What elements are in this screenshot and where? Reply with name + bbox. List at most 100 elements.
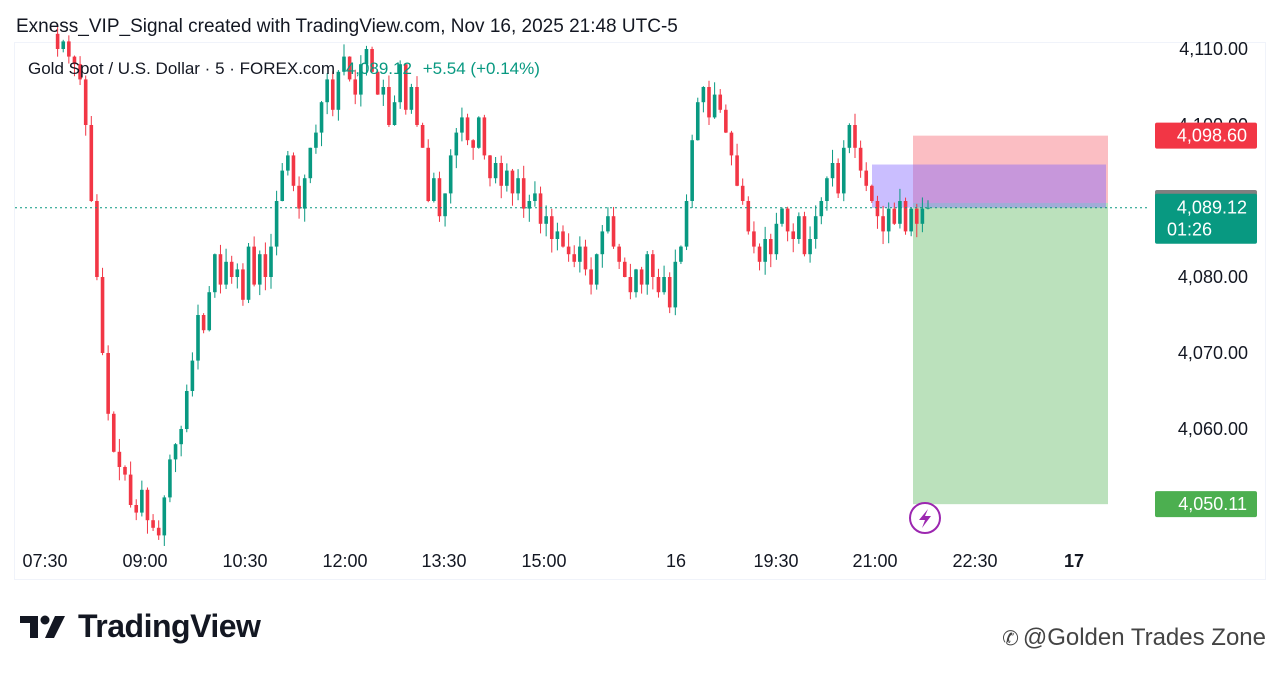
candle-body (437, 178, 442, 217)
candle-body (117, 451, 122, 467)
countdown-label: 01:26 (1167, 220, 1212, 240)
candle-body (628, 277, 633, 293)
candle-body (718, 94, 723, 110)
candle-body (549, 216, 554, 239)
candle-body (241, 269, 245, 300)
candle-body (808, 239, 812, 255)
candle-body (235, 269, 240, 277)
candle-body (134, 505, 139, 513)
candle-body (375, 71, 380, 95)
x-axis: 07:30 09:00 10:30 12:00 13:30 15:00 16 19:30 21:… (22, 551, 1084, 571)
candle-body (319, 102, 324, 133)
candle-body (533, 193, 537, 201)
candle-body (701, 87, 706, 103)
candle-body (780, 208, 784, 224)
price-tag-label: 4,050.11 (1178, 494, 1247, 514)
candle-body (460, 117, 464, 133)
x-tick-label: 16 (666, 551, 686, 571)
candle-body (207, 292, 212, 331)
candle-body (707, 87, 711, 118)
candle-body (286, 155, 290, 171)
candle-body (600, 231, 605, 255)
y-tick-label: 4,080.00 (1178, 267, 1248, 287)
x-tick-label: 22:30 (952, 551, 997, 571)
candle-body (156, 527, 161, 536)
candle-body (95, 201, 99, 277)
y-tick-label: 4,110.00 (1179, 39, 1248, 59)
candle-body (168, 459, 172, 498)
candle-body (123, 467, 127, 475)
candle-body (729, 132, 734, 156)
candle-body (471, 140, 475, 148)
candle-body (229, 261, 234, 277)
candle-body (128, 474, 133, 505)
candle-body (875, 201, 880, 217)
candle-body (746, 201, 751, 232)
candle-body (353, 79, 358, 95)
price-tag (1155, 491, 1257, 518)
candle-body (853, 125, 857, 148)
candle-body (695, 102, 700, 141)
candle-body (190, 360, 195, 391)
candle-body (611, 216, 616, 247)
candle-body (864, 170, 869, 186)
candle-body (858, 147, 863, 171)
candle-body (679, 246, 683, 262)
x-tick-label: 15:00 (521, 551, 566, 571)
candle-body (78, 64, 82, 80)
candle-body (274, 201, 279, 247)
candle-body (263, 254, 268, 277)
candle-body (196, 315, 200, 361)
candle-body (454, 132, 459, 156)
candle-body (184, 391, 189, 429)
candle-body (757, 246, 762, 262)
symbol-legend[interactable]: Gold Spot / U.S. Dollar · 5 · FOREX.com … (28, 59, 540, 79)
candle-body (246, 246, 251, 300)
candle-body (639, 269, 644, 285)
candle-body (314, 132, 318, 148)
candle-body (482, 117, 487, 156)
candle-body (903, 201, 908, 232)
position-stop-zone (913, 135, 1108, 203)
candle-body (830, 163, 835, 179)
candle-body (712, 94, 717, 118)
candle-body (870, 185, 874, 201)
candle-body (892, 208, 897, 224)
candle-body (527, 201, 532, 209)
candle-body (443, 193, 447, 217)
legend-price: 4,089.12 (345, 59, 412, 78)
chart-header-title: Exness_VIP_Signal created with TradingVi… (16, 16, 678, 37)
candles (55, 27, 930, 546)
candle-body (308, 147, 313, 179)
position-progress-zone (872, 164, 1106, 208)
position-target-zone (913, 202, 1108, 505)
candle-body (819, 201, 824, 217)
candle-body (645, 254, 650, 285)
candle-body (768, 239, 773, 255)
candle-body (561, 231, 565, 247)
candle-body (151, 520, 155, 528)
candle-body (578, 246, 582, 262)
candle-body (493, 163, 498, 179)
candle-body (359, 64, 363, 95)
candle-body (634, 269, 638, 293)
candle-body (735, 155, 739, 186)
candle-body (213, 254, 217, 293)
candle-body (173, 444, 178, 460)
candle-body (510, 170, 515, 194)
tradingview-logo[interactable]: TradingView (18, 608, 261, 645)
candle-body (381, 87, 386, 95)
candle-body (521, 178, 526, 209)
candle-body (111, 413, 116, 452)
candle-body (67, 41, 71, 57)
candle-body (201, 315, 206, 331)
candle-body (162, 497, 167, 536)
candle-body (106, 353, 110, 414)
candle-body (774, 223, 779, 255)
candle-body (651, 254, 655, 277)
candle-body (785, 208, 790, 232)
x-tick-label: 21:00 (852, 551, 897, 571)
symbol-label: Gold Spot / U.S. Dollar · 5 · FOREX.com (28, 59, 336, 78)
candle-body (555, 231, 560, 239)
